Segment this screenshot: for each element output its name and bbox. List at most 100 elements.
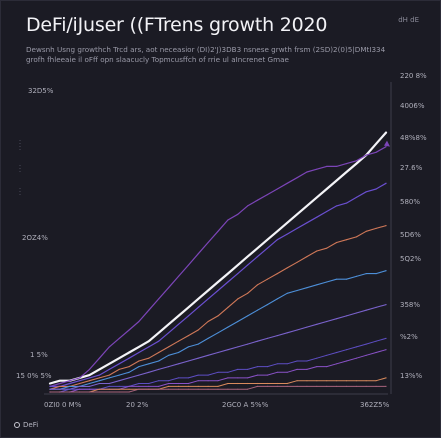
series-4-point-21 bbox=[247, 292, 249, 294]
series-8-point-13 bbox=[168, 382, 170, 385]
series-3-point-31 bbox=[345, 202, 348, 204]
series-4-point-6 bbox=[98, 377, 100, 379]
series-10-point-8 bbox=[118, 391, 120, 393]
series-3-point-28 bbox=[316, 216, 318, 218]
series-2-point-23 bbox=[266, 194, 268, 196]
series-3-point-3 bbox=[69, 382, 71, 385]
series-7-point-31 bbox=[345, 349, 348, 351]
series-9-point-33 bbox=[365, 380, 367, 382]
x-tick-label-2: 20 2% bbox=[126, 401, 149, 409]
series-7-point-12 bbox=[158, 380, 160, 382]
series-8-point-18 bbox=[217, 380, 219, 382]
series-1-point-20 bbox=[237, 264, 239, 266]
series-5-point-28 bbox=[316, 284, 318, 286]
series-7-point-29 bbox=[326, 354, 328, 356]
y-tick-right-5: 580% bbox=[400, 198, 420, 206]
series-1-point-9 bbox=[128, 351, 130, 354]
series-4-point-18 bbox=[217, 315, 219, 317]
series-3-point-18 bbox=[217, 289, 219, 292]
series-9-point-7 bbox=[108, 388, 110, 390]
series-6-point-4 bbox=[79, 385, 81, 387]
series-4-point-29 bbox=[326, 247, 328, 249]
x-tick-label-1: 0ZI0 0 M% bbox=[44, 401, 82, 409]
series-6-point-5 bbox=[88, 385, 91, 387]
series-6-point-2 bbox=[59, 388, 61, 390]
series-3-point-17 bbox=[207, 298, 209, 300]
series-8-point-30 bbox=[336, 363, 338, 365]
series-4-point-10 bbox=[138, 360, 140, 362]
series-10-point-12 bbox=[158, 388, 160, 390]
series-6-point-8 bbox=[118, 380, 120, 382]
series-10-point-2 bbox=[59, 391, 61, 393]
series-3-point-33 bbox=[365, 191, 367, 193]
series-8-point-5 bbox=[88, 388, 91, 390]
series-6-point-28 bbox=[316, 323, 318, 325]
series-3-point-6 bbox=[98, 374, 100, 376]
series-5-point-34 bbox=[375, 273, 377, 275]
series-1-point-31 bbox=[345, 171, 348, 173]
series-4-point-11 bbox=[148, 357, 150, 359]
series-1-point-12 bbox=[158, 332, 160, 334]
series-7-point-30 bbox=[336, 351, 338, 354]
series-3-point-32 bbox=[355, 196, 357, 198]
series-4-point-34 bbox=[375, 227, 377, 229]
series-4-point-35 bbox=[385, 225, 387, 227]
series-1-point-22 bbox=[256, 247, 259, 249]
series-6-point-12 bbox=[158, 368, 160, 370]
series-8-point-17 bbox=[207, 380, 209, 382]
footer-brand-text: DeFi bbox=[23, 421, 39, 429]
y-tick-right-1: 220 8% bbox=[400, 72, 427, 80]
series-1-point-23 bbox=[266, 239, 268, 241]
series-2-point-24 bbox=[276, 188, 278, 190]
series-6-point-25 bbox=[286, 332, 288, 334]
series-2-point-33 bbox=[365, 154, 367, 156]
series-3-point-11 bbox=[148, 346, 150, 348]
series-9-point-31 bbox=[345, 380, 348, 382]
y-tick-left-4: 15 0% 5% bbox=[16, 372, 52, 380]
series-8-point-4 bbox=[79, 388, 81, 390]
x-tick-label-3: 2GC0 A 5%% bbox=[222, 401, 269, 409]
series-3-point-14 bbox=[177, 323, 180, 325]
series-8-point-23 bbox=[266, 374, 268, 376]
series-6-point-29 bbox=[326, 320, 328, 323]
series-9-point-35 bbox=[385, 377, 387, 379]
series-6-point-7 bbox=[108, 382, 110, 385]
series-10-point-22 bbox=[256, 385, 259, 387]
series-7-point-28 bbox=[316, 357, 318, 359]
series-1-point-5 bbox=[88, 374, 91, 376]
series-1-point-29 bbox=[326, 188, 328, 190]
series-6-point-6 bbox=[98, 382, 100, 385]
series-5-point-30 bbox=[336, 278, 338, 280]
series-3-point-22 bbox=[256, 256, 259, 258]
series-7-point-17 bbox=[207, 374, 209, 376]
series-5-point-17 bbox=[207, 337, 209, 339]
series-9-point-9 bbox=[128, 388, 130, 390]
series-line-1 bbox=[48, 131, 388, 385]
y-tick-right-2: 4006% bbox=[400, 102, 425, 110]
series-7-point-35 bbox=[385, 337, 387, 339]
series-4-point-14 bbox=[177, 340, 180, 342]
series-5-point-8 bbox=[118, 374, 120, 376]
series-5-point-19 bbox=[227, 326, 229, 328]
series-8-point-22 bbox=[256, 374, 259, 376]
series-5-point-10 bbox=[138, 366, 140, 368]
series-10-point-26 bbox=[296, 385, 298, 387]
series-5-point-15 bbox=[187, 346, 189, 348]
series-8-point-10 bbox=[138, 385, 140, 387]
series-1-point-24 bbox=[276, 230, 278, 232]
series-7-point-16 bbox=[197, 374, 199, 376]
series-9-point-17 bbox=[207, 385, 209, 387]
series-10-point-18 bbox=[217, 388, 219, 390]
series-10-point-13 bbox=[168, 388, 170, 390]
series-6-point-16 bbox=[197, 357, 199, 359]
series-6-point-31 bbox=[345, 315, 348, 317]
series-10-point-3 bbox=[69, 391, 71, 393]
series-6-point-11 bbox=[148, 371, 150, 373]
series-9-point-24 bbox=[276, 382, 278, 385]
series-1-point-1 bbox=[49, 382, 51, 385]
series-10-point-33 bbox=[365, 385, 367, 387]
series-1-point-8 bbox=[118, 357, 120, 359]
series-7-point-33 bbox=[365, 343, 367, 345]
series-6-point-21 bbox=[247, 343, 249, 345]
series-2-point-34 bbox=[375, 151, 377, 153]
